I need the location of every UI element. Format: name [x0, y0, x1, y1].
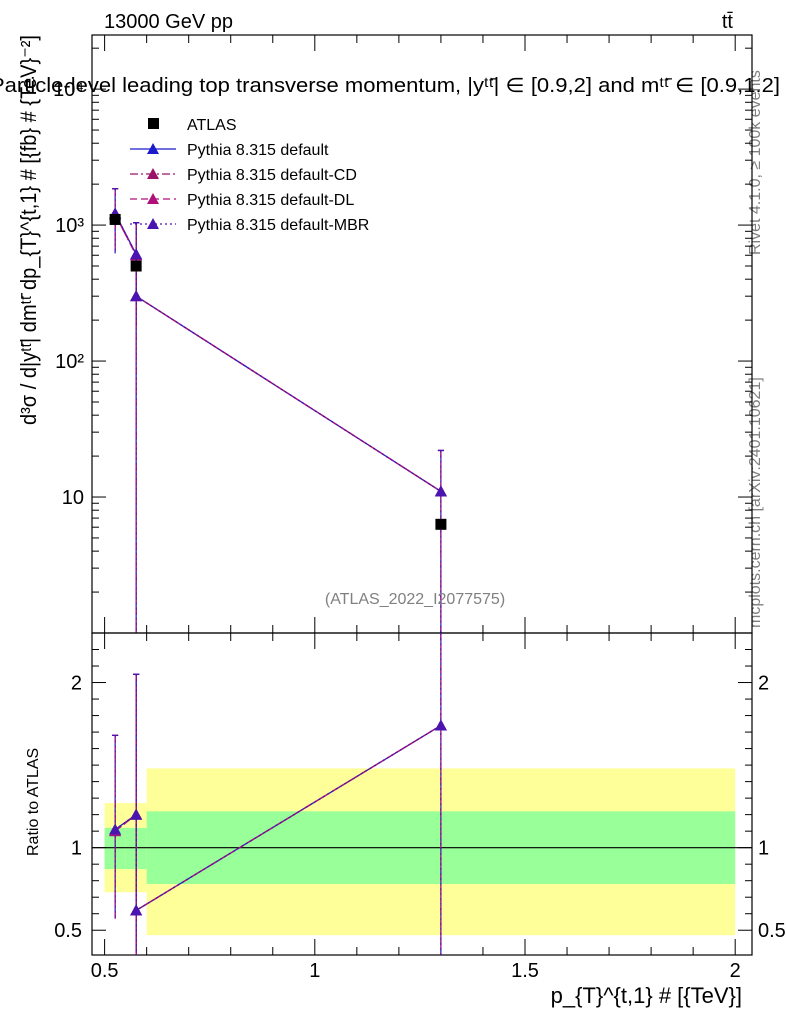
legend-label-mbr: Pythia 8.315 default-MBR [187, 217, 369, 234]
x-tick-label: 2 [730, 960, 741, 982]
legend: ATLAS Pythia 8.315 default Pythia 8.315 de… [130, 117, 369, 234]
energy-label: 13000 GeV pp [104, 11, 233, 33]
series-line [114, 214, 442, 492]
series-line [114, 214, 442, 492]
series-dl [109, 188, 447, 633]
series-default [109, 188, 447, 633]
series-line [114, 213, 442, 492]
main-y-tick-label: 10 [62, 487, 84, 509]
x-tick-label: 0.5 [91, 960, 119, 982]
legend-marker-dl [147, 193, 159, 204]
main-y-tick-label: 10² [55, 351, 84, 373]
series-marker [434, 485, 447, 497]
ratio-y-axis-label: Ratio to ATLAS [25, 748, 42, 856]
ratio-y-tick-label-right: 1 [758, 838, 769, 860]
mcplots-label: mcplots.cern.ch [arXiv:2401.10621] [747, 377, 764, 628]
series-line [114, 213, 442, 492]
ratio-y-tick-label-right: 2 [758, 673, 769, 695]
main-panel: 10 10² 10³ 10⁴ [53, 34, 753, 634]
plot-title: Particle-level leading top transverse mo… [0, 75, 780, 97]
rivet-label: Rivet 4.1.0, ≥ 100k events [747, 70, 764, 255]
legend-label-cd: Pythia 8.315 default-CD [187, 167, 357, 184]
series-cd [109, 188, 447, 633]
ratio-series-mbr [109, 633, 447, 955]
data-marker [109, 213, 121, 225]
analysis-watermark: (ATLAS_2022_I2077575) [325, 591, 505, 608]
legend-label-default: Pythia 8.315 default [187, 142, 329, 159]
legend-label-dl: Pythia 8.315 default-DL [187, 192, 354, 209]
series-mbr [109, 188, 447, 633]
data-marker [435, 518, 447, 530]
main-y-tick-label: 10³ [55, 215, 84, 237]
ratio-panel: 0.5 0.5 1 1 2 2 0.5 1 1.5 2 [54, 632, 786, 982]
legend-marker-cd [147, 168, 159, 179]
ratio-y-tick-label: 0.5 [54, 920, 82, 942]
legend-marker-atlas [148, 118, 159, 129]
legend-marker-mbr [147, 218, 159, 229]
ratio-series-marker [130, 808, 143, 820]
data-marker [130, 260, 142, 272]
process-label: tt̄ [722, 11, 734, 33]
ratio-series-marker [434, 719, 447, 731]
x-axis-label: p_{T}^{t,1} # [{TeV}] [551, 983, 742, 1008]
legend-label-atlas: ATLAS [187, 117, 237, 134]
ratio-y-tick-label: 2 [71, 673, 82, 695]
legend-marker-default [147, 143, 159, 154]
ratio-series-line [114, 724, 442, 912]
series-atlas [109, 213, 447, 530]
main-y-axis-label: d³σ / d|yᵗᵗ̄| dmᵗᵗ̄ dp_{T}^{t,1} # [{fb}… [16, 35, 41, 425]
x-tick-label: 1 [309, 960, 320, 982]
main-y-tick-label: 10⁴ [53, 79, 84, 101]
series-marker [130, 290, 143, 302]
ratio-series-marker [109, 823, 122, 835]
ratio-y-tick-label: 1 [71, 838, 82, 860]
ratio-y-tick-label-right: 0.5 [758, 920, 786, 942]
ratio-series-marker [130, 904, 143, 916]
x-tick-label: 1.5 [511, 960, 539, 982]
ratio-frame [91, 632, 753, 956]
